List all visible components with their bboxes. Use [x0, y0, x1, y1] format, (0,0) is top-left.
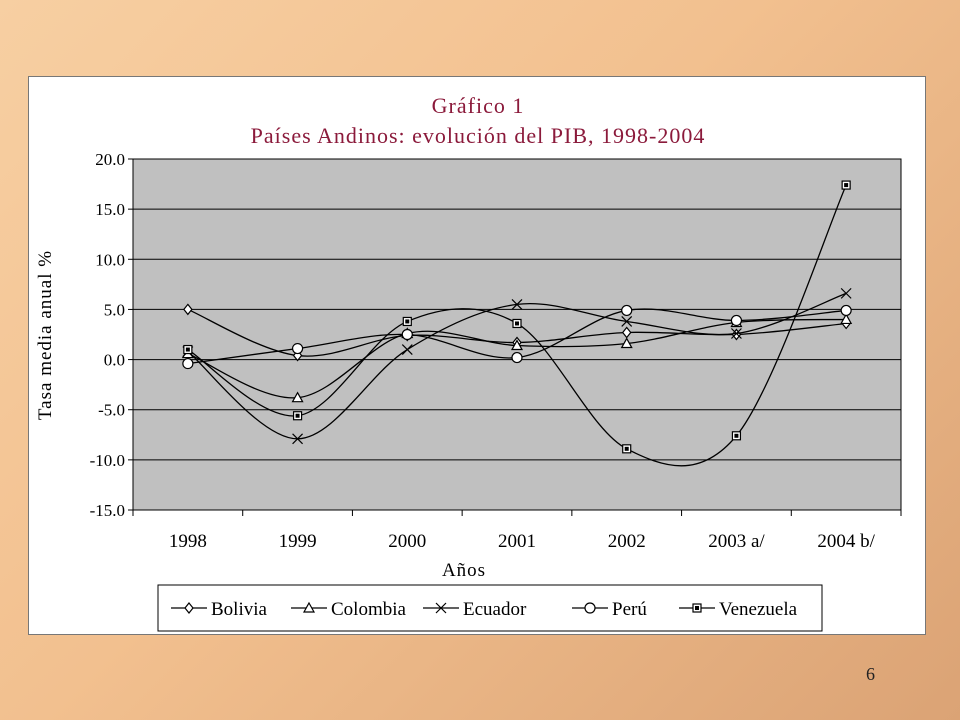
square-inner	[185, 347, 190, 352]
data-point-ecuador	[621, 316, 633, 327]
x-stroke	[840, 287, 852, 299]
data-point-colombia	[840, 313, 853, 325]
y-axis: 20.0 15.0 10.0 5.0 0.0 -5.0 -10.0 -15.0	[90, 150, 133, 520]
y-tick-label: 5.0	[104, 300, 125, 319]
x-stroke	[401, 344, 413, 355]
series-peru	[182, 304, 852, 370]
data-point-peru	[621, 304, 633, 317]
chart-subtitle: Países Andinos: evolución del PIB, 1998-…	[251, 123, 706, 148]
x-tick-label: 2004 b/	[817, 531, 875, 552]
y-tick-label: 15.0	[95, 200, 125, 219]
data-point-peru	[291, 342, 304, 355]
legend-marker	[584, 602, 596, 614]
data-point-peru	[182, 357, 194, 370]
legend-item-venezuela: Venezuela	[679, 599, 798, 620]
y-axis-title: Tasa media anual %	[35, 250, 56, 420]
y-tick-label: 10.0	[95, 250, 125, 269]
data-point-colombia	[291, 391, 304, 403]
data-point-venezuela	[512, 318, 522, 329]
legend-item-bolivia: Bolivia	[171, 599, 268, 620]
page-number: 6	[866, 664, 875, 684]
data-point-venezuela	[731, 431, 742, 441]
data-point-ecuador	[401, 344, 413, 355]
legend-label: Venezuela	[719, 599, 798, 620]
legend-label: Bolivia	[211, 599, 268, 620]
y-tick-label: 0.0	[104, 351, 125, 370]
data-point-venezuela	[841, 180, 851, 190]
series-group	[181, 180, 853, 467]
data-point-peru	[511, 351, 523, 364]
data-point-venezuela	[183, 344, 193, 355]
x-axis-title: Años	[442, 560, 486, 581]
legend-label: Ecuador	[463, 599, 527, 620]
x-axis: 1998 1999 2000 2001 2002 2003 a/2004 b/	[132, 510, 902, 552]
x-stroke	[731, 328, 742, 339]
x-tick-label: 2001	[498, 531, 536, 552]
legend-label: Colombia	[331, 599, 407, 620]
data-point-peru	[840, 304, 852, 317]
x-tick-label: 2003 a/	[708, 531, 765, 552]
legend-items: Bolivia Colombia Ecuador Perú Venezuela	[171, 599, 798, 620]
data-point-venezuela	[402, 316, 412, 327]
x-stroke	[511, 298, 523, 310]
legend-marker	[692, 603, 702, 613]
data-point-ecuador	[731, 328, 742, 339]
legend-item-peru: Perú	[572, 599, 647, 620]
data-point-bolivia	[183, 303, 193, 316]
data-point-ecuador	[511, 298, 523, 310]
square-inner	[295, 413, 300, 418]
data-point-colombia	[510, 339, 524, 351]
x-tick-label: 2002	[608, 531, 646, 552]
chart-panel: Gráfico 1 Países Andinos: evolución del …	[28, 76, 926, 635]
data-point-peru	[401, 328, 413, 341]
legend-marker	[435, 602, 447, 614]
square-inner	[844, 183, 849, 188]
chart-title: Gráfico 1	[432, 93, 525, 118]
series-ecuador	[182, 287, 852, 445]
legend-label: Perú	[612, 599, 647, 620]
data-point-venezuela	[622, 444, 632, 454]
legend-marker	[302, 601, 316, 613]
legend-item-colombia: Colombia	[291, 599, 407, 620]
data-point-ecuador	[292, 433, 303, 445]
series-venezuela	[183, 180, 851, 467]
grid-lines	[133, 208, 901, 461]
x-stroke	[435, 602, 447, 614]
x-stroke	[292, 433, 303, 445]
line-chart: Gráfico 1 Países Andinos: evolución del …	[35, 93, 902, 632]
plot-area	[132, 158, 902, 511]
x-tick-label: 1998	[169, 531, 207, 552]
data-point-venezuela	[292, 411, 303, 421]
data-point-colombia	[620, 337, 633, 349]
x-tick-label: 1999	[279, 531, 317, 552]
legend	[157, 584, 823, 632]
y-tick-label: 20.0	[95, 150, 125, 169]
square-inner	[515, 321, 519, 326]
data-point-peru	[730, 314, 743, 327]
y-tick-label: -15.0	[90, 501, 125, 520]
legend-item-ecuador: Ecuador	[423, 599, 527, 620]
y-tick-label: -5.0	[98, 401, 125, 420]
data-point-ecuador	[840, 287, 852, 299]
square-inner	[624, 446, 629, 451]
y-tick-label: -10.0	[90, 451, 125, 470]
legend-marker	[184, 602, 194, 614]
x-tick-label: 2000	[388, 531, 426, 552]
x-stroke	[621, 316, 633, 327]
square-inner	[734, 433, 739, 438]
square-inner	[405, 319, 410, 324]
square-inner	[695, 606, 699, 610]
